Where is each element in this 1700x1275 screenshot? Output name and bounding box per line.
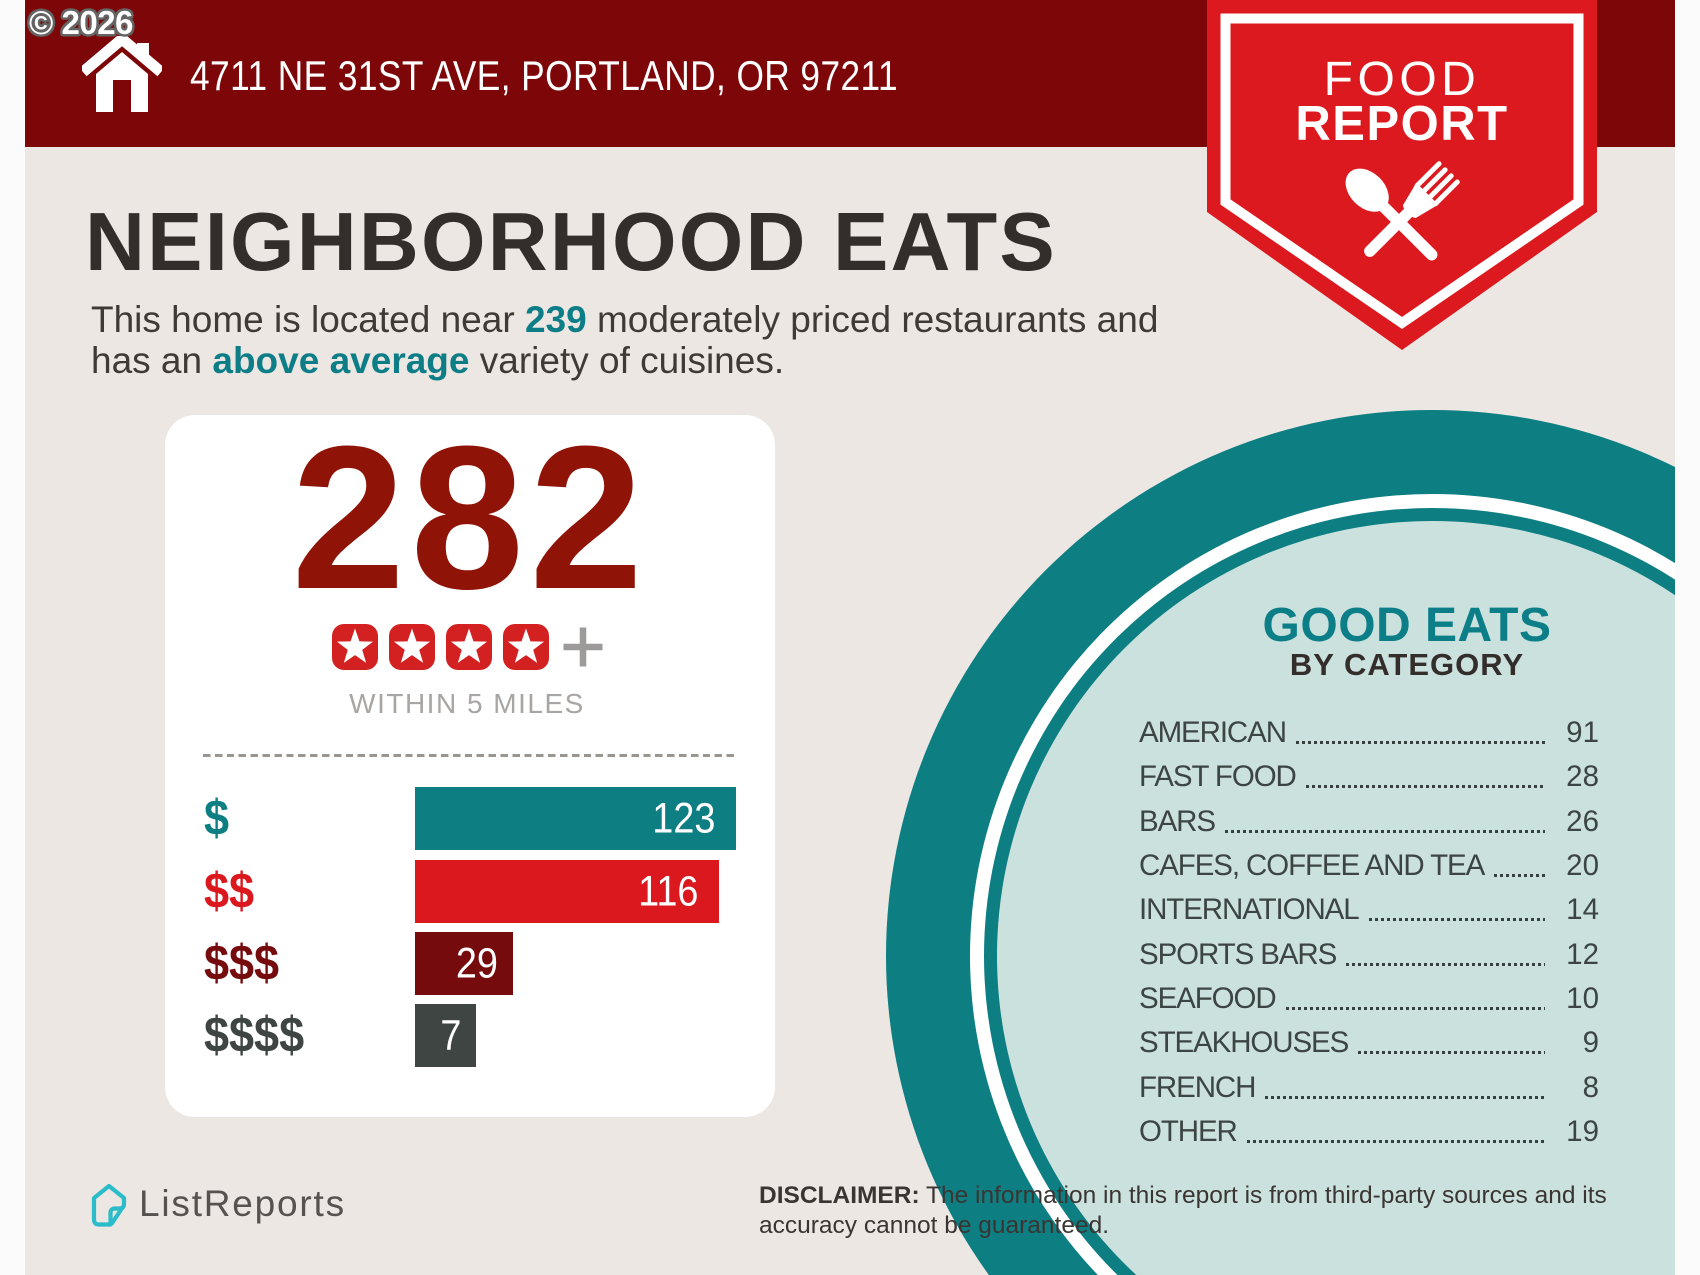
- svg-text:FOOD: FOOD: [1324, 53, 1481, 106]
- svg-text:REPORT: REPORT: [1295, 97, 1508, 151]
